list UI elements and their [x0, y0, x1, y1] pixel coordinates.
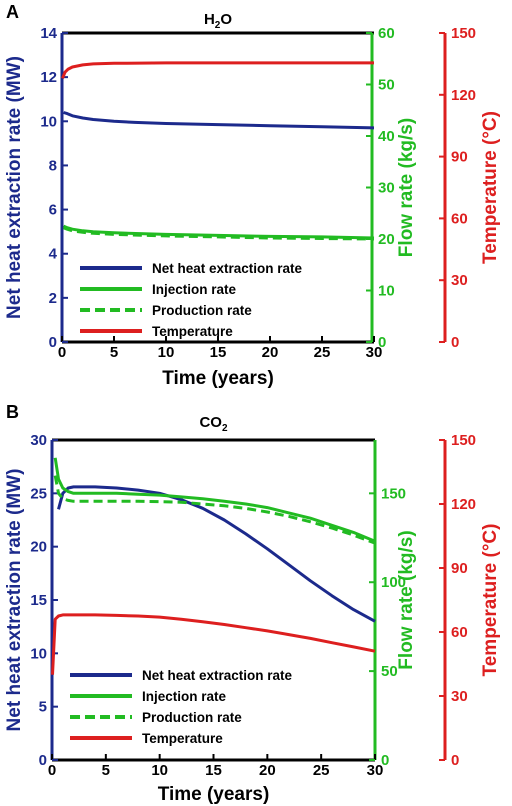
left-axis-label: Net heat extraction rate (MW) [4, 469, 25, 732]
legend-label: Net heat extraction rate [142, 668, 293, 683]
left-y-tick-label: 20 [30, 539, 47, 556]
series-line-net-heat-extraction-rate [63, 111, 375, 130]
right-y-tick-label: 30 [451, 688, 468, 705]
x-axis-label: Time (years) [162, 368, 274, 389]
mid-y-tick-label: 50 [378, 77, 395, 94]
series-line-temperature [61, 61, 374, 79]
left-y-tick-label: 4 [49, 246, 58, 263]
mid-y-tick-label: 60 [378, 25, 395, 42]
temperature-axis-label: Temperature (°C) [480, 524, 501, 677]
x-tick-label: 30 [367, 762, 384, 779]
x-tick-label: 20 [259, 762, 276, 779]
legend-label: Production rate [152, 303, 252, 318]
left-y-tick-label: 25 [30, 485, 47, 502]
x-tick-label: 15 [205, 762, 222, 779]
x-tick-label: 25 [313, 762, 330, 779]
right-y-tick-label: 30 [451, 272, 468, 289]
mid-y-tick-label: 0 [381, 752, 389, 769]
x-tick-label: 15 [210, 344, 227, 361]
mid-y-tick-label: 20 [378, 231, 395, 248]
x-tick-label: 0 [48, 762, 56, 779]
legend-label: Net heat extraction rate [152, 261, 303, 276]
legend-label: Production rate [142, 710, 242, 725]
left-y-tick-label: 12 [40, 69, 57, 86]
left-y-tick-label: 30 [30, 432, 47, 449]
panel-b: B CO2 0 5 10 15 20 25 30 Time (years) 0 5 10 15 20 25 30… [4, 402, 501, 805]
left-y-tick-label: 0 [49, 334, 57, 351]
left-y-tick-label: 2 [49, 290, 57, 307]
mid-y-tick-label: 50 [381, 663, 398, 680]
left-y-tick-label: 10 [30, 645, 47, 662]
left-y-tick-label: 6 [49, 202, 57, 219]
x-tick-label: 25 [314, 344, 331, 361]
left-y-tick-label: 0 [39, 752, 47, 769]
flow-axis-label: Flow rate (kg/s) [396, 118, 417, 257]
series-line-net-heat-extraction-rate [57, 485, 376, 623]
legend-label: Temperature [142, 731, 223, 746]
x-tick-label: 5 [102, 762, 110, 779]
x-tick-label: 20 [262, 344, 279, 361]
left-y-tick-label: 14 [40, 25, 57, 42]
series-line-production-rate [53, 475, 376, 545]
left-y-tick-label: 8 [49, 157, 57, 174]
left-axis-label: Net heat extraction rate (MW) [4, 56, 25, 319]
mid-y-tick-label: 10 [378, 283, 395, 300]
right-y-tick-label: 90 [451, 149, 468, 166]
x-tick-label: 5 [110, 344, 118, 361]
mid-y-tick-label: 40 [378, 128, 395, 145]
x-axis-label: Time (years) [158, 784, 270, 805]
right-y-tick-label: 120 [451, 496, 476, 513]
legend-label: Temperature [152, 324, 233, 339]
panel-letter: A [6, 2, 19, 22]
mid-y-tick-label: 100 [381, 574, 406, 591]
flow-axis-label: Flow rate (kg/s) [396, 530, 417, 669]
right-y-tick-label: 60 [451, 210, 468, 227]
x-tick-label: 30 [366, 344, 383, 361]
x-tick-label: 10 [158, 344, 175, 361]
temperature-axis-label: Temperature (°C) [480, 111, 501, 264]
legend-label: Injection rate [142, 689, 227, 704]
panel-letter: B [6, 402, 19, 422]
right-y-tick-label: 0 [451, 334, 459, 351]
mid-y-tick-label: 30 [378, 180, 395, 197]
mid-y-tick-label: 0 [378, 334, 386, 351]
right-y-tick-label: 90 [451, 560, 468, 577]
right-y-tick-label: 150 [451, 25, 476, 42]
right-y-tick-label: 60 [451, 624, 468, 641]
legend-label: Injection rate [152, 282, 237, 297]
x-tick-label: 0 [58, 344, 66, 361]
chart-title: CO2 [199, 414, 228, 434]
mid-y-tick-label: 150 [381, 485, 406, 502]
series-line-temperature [51, 613, 376, 675]
chart-title: H2O [204, 11, 232, 31]
left-y-tick-label: 10 [40, 113, 57, 130]
x-tick-label: 10 [151, 762, 168, 779]
right-y-tick-label: 120 [451, 87, 476, 104]
series-line-production-rate [63, 226, 375, 241]
right-y-tick-label: 150 [451, 432, 476, 449]
panel-a: A H2O 0 5 10 15 20 25 30 Time (years) 0 2 4 6 8 10 12 14 0… [4, 2, 501, 389]
right-y-tick-label: 0 [451, 752, 459, 769]
left-y-tick-label: 5 [39, 699, 47, 716]
series-line-injection-rate [53, 457, 376, 543]
left-y-tick-label: 15 [30, 592, 47, 609]
